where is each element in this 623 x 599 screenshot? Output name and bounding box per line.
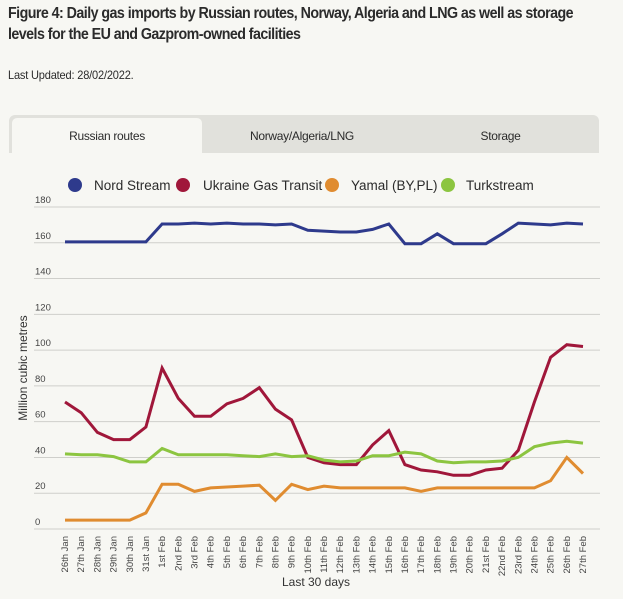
x-tick-label: 14th Feb (368, 536, 379, 574)
x-tick-label: 30th Jan (125, 536, 136, 572)
y-tick-label: 80 (35, 374, 46, 385)
tab-bar: Russian routes Norway/Algeria/LNG Storag… (9, 115, 599, 153)
x-tick-label: 2nd Feb (173, 536, 184, 571)
x-tick-label: 18th Feb (432, 536, 443, 574)
y-tick-label: 20 (35, 481, 46, 492)
series-lines (64, 221, 585, 522)
x-tick-label: 13th Feb (351, 536, 362, 574)
x-tick-label: 27th Feb (578, 536, 589, 574)
x-tick-label: 3rd Feb (190, 536, 201, 569)
legend-label-yamal: Yamal (BY,PL) (351, 178, 438, 193)
x-tick-label: 29th Jan (109, 536, 120, 572)
tab-russian-routes[interactable]: Russian routes (12, 118, 202, 153)
legend-label-ukraine-gas-transit: Ukraine Gas Transit (203, 178, 323, 193)
tab-storage[interactable]: Storage (480, 128, 521, 143)
x-tick-label: 11th Feb (319, 536, 330, 573)
x-tick-label: 8th Feb (270, 536, 281, 568)
x-tick-label: 26th Feb (562, 536, 573, 574)
series-line-yamal-by-pl[interactable] (65, 455, 585, 522)
x-tick-label: 15th Feb (384, 536, 395, 574)
series-line-turkstream[interactable] (64, 439, 584, 465)
legend-label-nord-stream: Nord Stream (94, 178, 171, 193)
x-tick-label: 10th Feb (303, 536, 314, 574)
legend-item-ukraine-gas-transit[interactable]: Ukraine Gas Transit (176, 178, 323, 193)
x-tick-label: 20th Feb (465, 536, 476, 574)
tab-norway-algeria-lng[interactable]: Norway/Algeria/LNG (250, 128, 354, 143)
legend-item-turkstream[interactable]: Turkstream (441, 178, 534, 193)
y-tick-label: 40 (35, 445, 46, 456)
x-tick-label: 31st Jan (141, 536, 152, 572)
y-tick-label: 180 (35, 195, 51, 206)
x-tick-label: 17th Feb (416, 536, 427, 574)
legend-marker-nord-stream (68, 178, 82, 192)
x-tick-label: 22nd Feb (497, 536, 508, 576)
y-tick-label: 120 (35, 302, 51, 313)
y-tick-label: 0 (35, 517, 40, 528)
y-tick-label: 100 (35, 338, 51, 349)
x-tick-label: 19th Feb (449, 536, 460, 574)
legend-marker-ukraine-gas-transit (176, 178, 190, 192)
x-tick-label: 5th Feb (222, 536, 233, 568)
y-tick-label: 60 (35, 410, 46, 421)
x-tick-label: 26th Jan (60, 536, 71, 572)
legend-item-yamal[interactable]: Yamal (BY,PL) (325, 178, 438, 193)
x-tick-label: 27th Jan (76, 536, 87, 572)
x-tick-label: 28th Jan (92, 536, 103, 572)
x-tick-label: 21st Feb (481, 536, 492, 573)
x-tick-label: 1st Feb (157, 536, 168, 568)
x-tick-label: 24th Feb (529, 536, 540, 574)
legend-label-turkstream: Turkstream (466, 178, 534, 193)
x-tick-label: 12th Feb (335, 536, 346, 574)
x-tick-label: 7th Feb (254, 536, 265, 568)
legend-marker-yamal (325, 178, 339, 192)
legend-marker-turkstream (441, 178, 455, 192)
x-tick-label: 6th Feb (238, 536, 249, 568)
series-line-nord-stream[interactable] (65, 221, 584, 246)
x-axis-ticks: 26th Jan 27th Jan 28th Jan 29th Jan 30th Jan… (60, 536, 589, 576)
y-tick-label: 160 (35, 231, 51, 242)
legend-item-nord-stream[interactable]: Nord Stream (68, 178, 171, 193)
y-axis-ticks: 0 20 40 60 80 100 120 140 160 180 (35, 195, 51, 528)
y-tick-label: 140 (35, 267, 51, 278)
x-tick-label: 25th Feb (546, 536, 557, 574)
figure-title: Figure 4: Daily gas imports by Russian r… (8, 5, 574, 43)
x-tick-label: 23rd Feb (513, 536, 524, 574)
x-tick-label: 4th Feb (206, 536, 217, 568)
y-axis-title: Million cubic metres (16, 315, 30, 420)
last-updated-text: Last Updated: 28/02/2022. (8, 68, 134, 82)
x-axis-title: Last 30 days (282, 575, 350, 589)
series-line-ukraine-gas-transit[interactable] (64, 343, 584, 477)
chart-legend: Nord Stream Ukraine Gas Transit Yamal (B… (68, 178, 534, 193)
x-tick-label: 16th Feb (400, 536, 411, 574)
x-tick-label: 9th Feb (287, 536, 298, 568)
gridlines (34, 206, 600, 530)
